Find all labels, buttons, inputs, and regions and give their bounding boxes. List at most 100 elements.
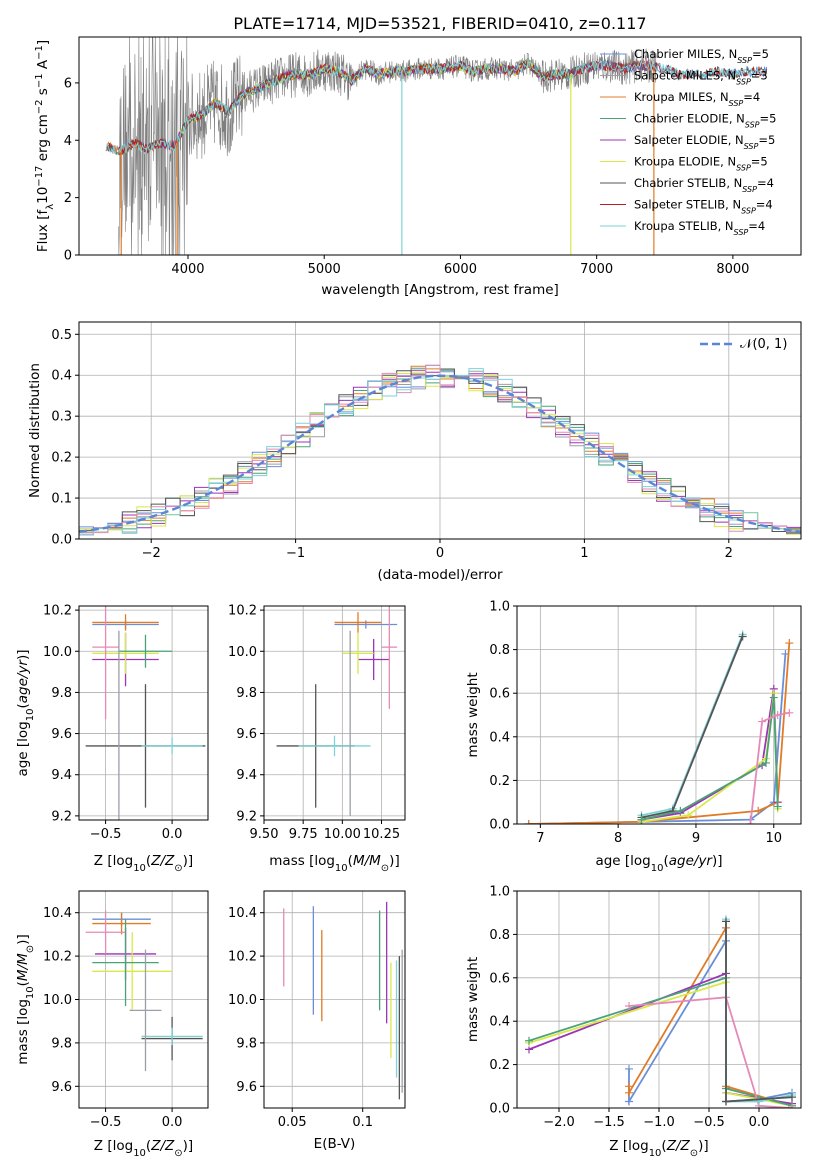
x-axis-label: Z [log10(Z/Z⊙)] — [94, 853, 193, 874]
x-axis-label: E(B-V) — [314, 1136, 356, 1152]
legend-tail: =4 — [756, 198, 773, 212]
y-tick-label: 9.4 — [236, 768, 257, 783]
weight-marker — [754, 806, 763, 815]
legend-text: Salpeter STELIB, N — [634, 198, 741, 212]
label-part: ( — [15, 703, 31, 708]
weight-marker — [746, 820, 755, 824]
y-tick-label: 10.2 — [228, 604, 257, 619]
y-tick-label: 9.8 — [236, 1036, 257, 1051]
label-part: ( — [348, 853, 353, 869]
label-part: ( — [15, 981, 31, 986]
label-part: 10 — [649, 1148, 662, 1159]
y-tick-label: 0.2 — [489, 774, 510, 789]
y-tick-label: 0.4 — [489, 1015, 510, 1030]
axes-frame — [78, 36, 802, 256]
y-tick-label: 9.8 — [51, 686, 72, 701]
label-part: age [log — [15, 721, 31, 776]
frame-layer: 9.50 9.75 10.00 10.25 9.2 9.4 9.6 9.8 10.0 10.2 ma… — [228, 604, 406, 874]
frame-layer: −0.5 0.09.29.49.69.810.010.2Z [log10(Z/Z⊙… — [15, 604, 209, 874]
y-axis-label: mass [log10(M/M⊙)] — [15, 934, 36, 1064]
weight-marker — [788, 1093, 796, 1102]
legend-text: Chabrier STELIB, N — [634, 176, 742, 190]
y-tick-label: 0.8 — [489, 643, 510, 658]
y-tick-label: 2 — [64, 191, 72, 206]
label-part: Flux [f — [35, 209, 51, 253]
weight-line-0 — [641, 633, 744, 817]
y-tick-label: 0.4 — [51, 369, 72, 384]
label-part: )] — [15, 649, 31, 660]
y-tick-label: 4 — [64, 134, 72, 149]
legend-text: Kroupa STELIB, N — [634, 219, 734, 233]
weight-line-1 — [628, 924, 793, 1107]
y-tick-label: 10.0 — [43, 645, 72, 660]
axes-mass_vs_Z: −0.5 0.09.69.810.010.210.4Z [log10(Z/Z⊙)]… — [15, 890, 209, 1159]
legend-tail: =4 — [743, 90, 760, 104]
x-tick-label: 0.05 — [278, 1115, 307, 1130]
y-axis-label: mass weight — [465, 672, 481, 757]
figure-title: PLATE=1714, MJD=53521, FIBERID=0410, z=0… — [233, 14, 646, 33]
y-axis-label: Flux [fλ10−17 erg cm−2 s−1 A−1] — [34, 40, 56, 252]
legend-label: Kroupa STELIB, NSSP=4 — [634, 219, 765, 237]
label-part: Z/Z — [150, 1138, 175, 1154]
x-tick-label: 2 — [725, 546, 733, 561]
plot-layer-residuals — [79, 364, 801, 536]
label-part: erg cm — [35, 114, 51, 165]
x-tick-label: 8 — [614, 831, 622, 846]
y-tick-label: 0.0 — [51, 533, 72, 548]
y-tick-label: 9.6 — [51, 727, 72, 742]
label-part: ( — [146, 853, 151, 869]
y-tick-label: 0.2 — [51, 451, 72, 466]
legend-sub: SSP — [734, 228, 749, 237]
x-axis-label: Z [log10(Z/Z⊙)] — [609, 1138, 708, 1159]
weight-marker — [785, 708, 794, 717]
y-tick-label: 10.4 — [43, 906, 72, 921]
y-tick-label: 0.1 — [51, 492, 72, 507]
frame-layer: −0.5 0.09.69.810.010.210.4Z [log10(Z/Z⊙)]… — [15, 890, 209, 1159]
y-tick-label: 9.8 — [236, 686, 257, 701]
legend-label: Salpeter MILES, NSSP=3 — [634, 69, 768, 87]
y-tick-label: 0.2 — [489, 1058, 510, 1073]
y-tick-label: 0.0 — [489, 818, 510, 833]
weight-marker — [625, 1088, 633, 1097]
frame-layer: −2.0 −1.5 −1.0 −0.5 0.0 0.0 0.2 0.4 0.6 0.8 1.0 Z [… — [465, 885, 802, 1159]
weight-marker — [785, 639, 794, 648]
legend-sub: SSP — [745, 120, 760, 129]
legend-tail: =5 — [760, 112, 777, 126]
axes-frame — [516, 605, 802, 825]
x-tick-label: −0.5 — [90, 827, 122, 842]
legend-text: Chabrier ELODIE, N — [634, 112, 745, 126]
x-tick-label: −2.0 — [543, 1115, 575, 1130]
weight-marker — [722, 917, 730, 926]
label-part: −1 — [34, 45, 45, 60]
weight-marker — [773, 711, 782, 719]
legend-text: Salpeter MILES, N — [634, 69, 736, 83]
legend-sub: SSP — [741, 206, 756, 215]
weight-marker — [769, 693, 778, 702]
label-part: ( — [661, 1138, 666, 1154]
histogram-step-8 — [79, 368, 801, 535]
weight-marker — [625, 1097, 633, 1106]
model-spectrum-8 — [105, 58, 768, 156]
x-tick-label: 6000 — [444, 262, 477, 277]
label-part: age/yr — [15, 659, 31, 704]
x-axis-label: mass [log10(M/M⊙)] — [269, 853, 399, 874]
y-tick-label: 9.8 — [51, 1036, 72, 1051]
weight-marker — [773, 802, 782, 811]
y-tick-label: 10.0 — [228, 993, 257, 1008]
weight-marker — [676, 806, 685, 815]
x-tick-label: −1.5 — [593, 1115, 625, 1130]
label-part: 10 — [651, 863, 664, 874]
label-part: age [log — [595, 853, 650, 869]
legend-sub: SSP — [736, 163, 751, 172]
plot-layer-massweight_vs_Z — [525, 915, 796, 1108]
axes-massweight_vs_Z: −2.0 −1.5 −1.0 −0.5 0.0 0.0 0.2 0.4 0.6 0.8 1.0 Z [… — [465, 885, 802, 1159]
x-tick-label: 10 — [765, 831, 782, 846]
legend-tail: =5 — [752, 47, 769, 61]
x-tick-label: 9 — [692, 831, 700, 846]
y-tick-label: 9.6 — [236, 1080, 257, 1095]
x-axis-label: (data-model)/error — [377, 567, 503, 583]
weight-marker — [684, 811, 693, 820]
y-tick-label: 0.6 — [489, 687, 510, 702]
label-part: −17 — [34, 166, 45, 187]
